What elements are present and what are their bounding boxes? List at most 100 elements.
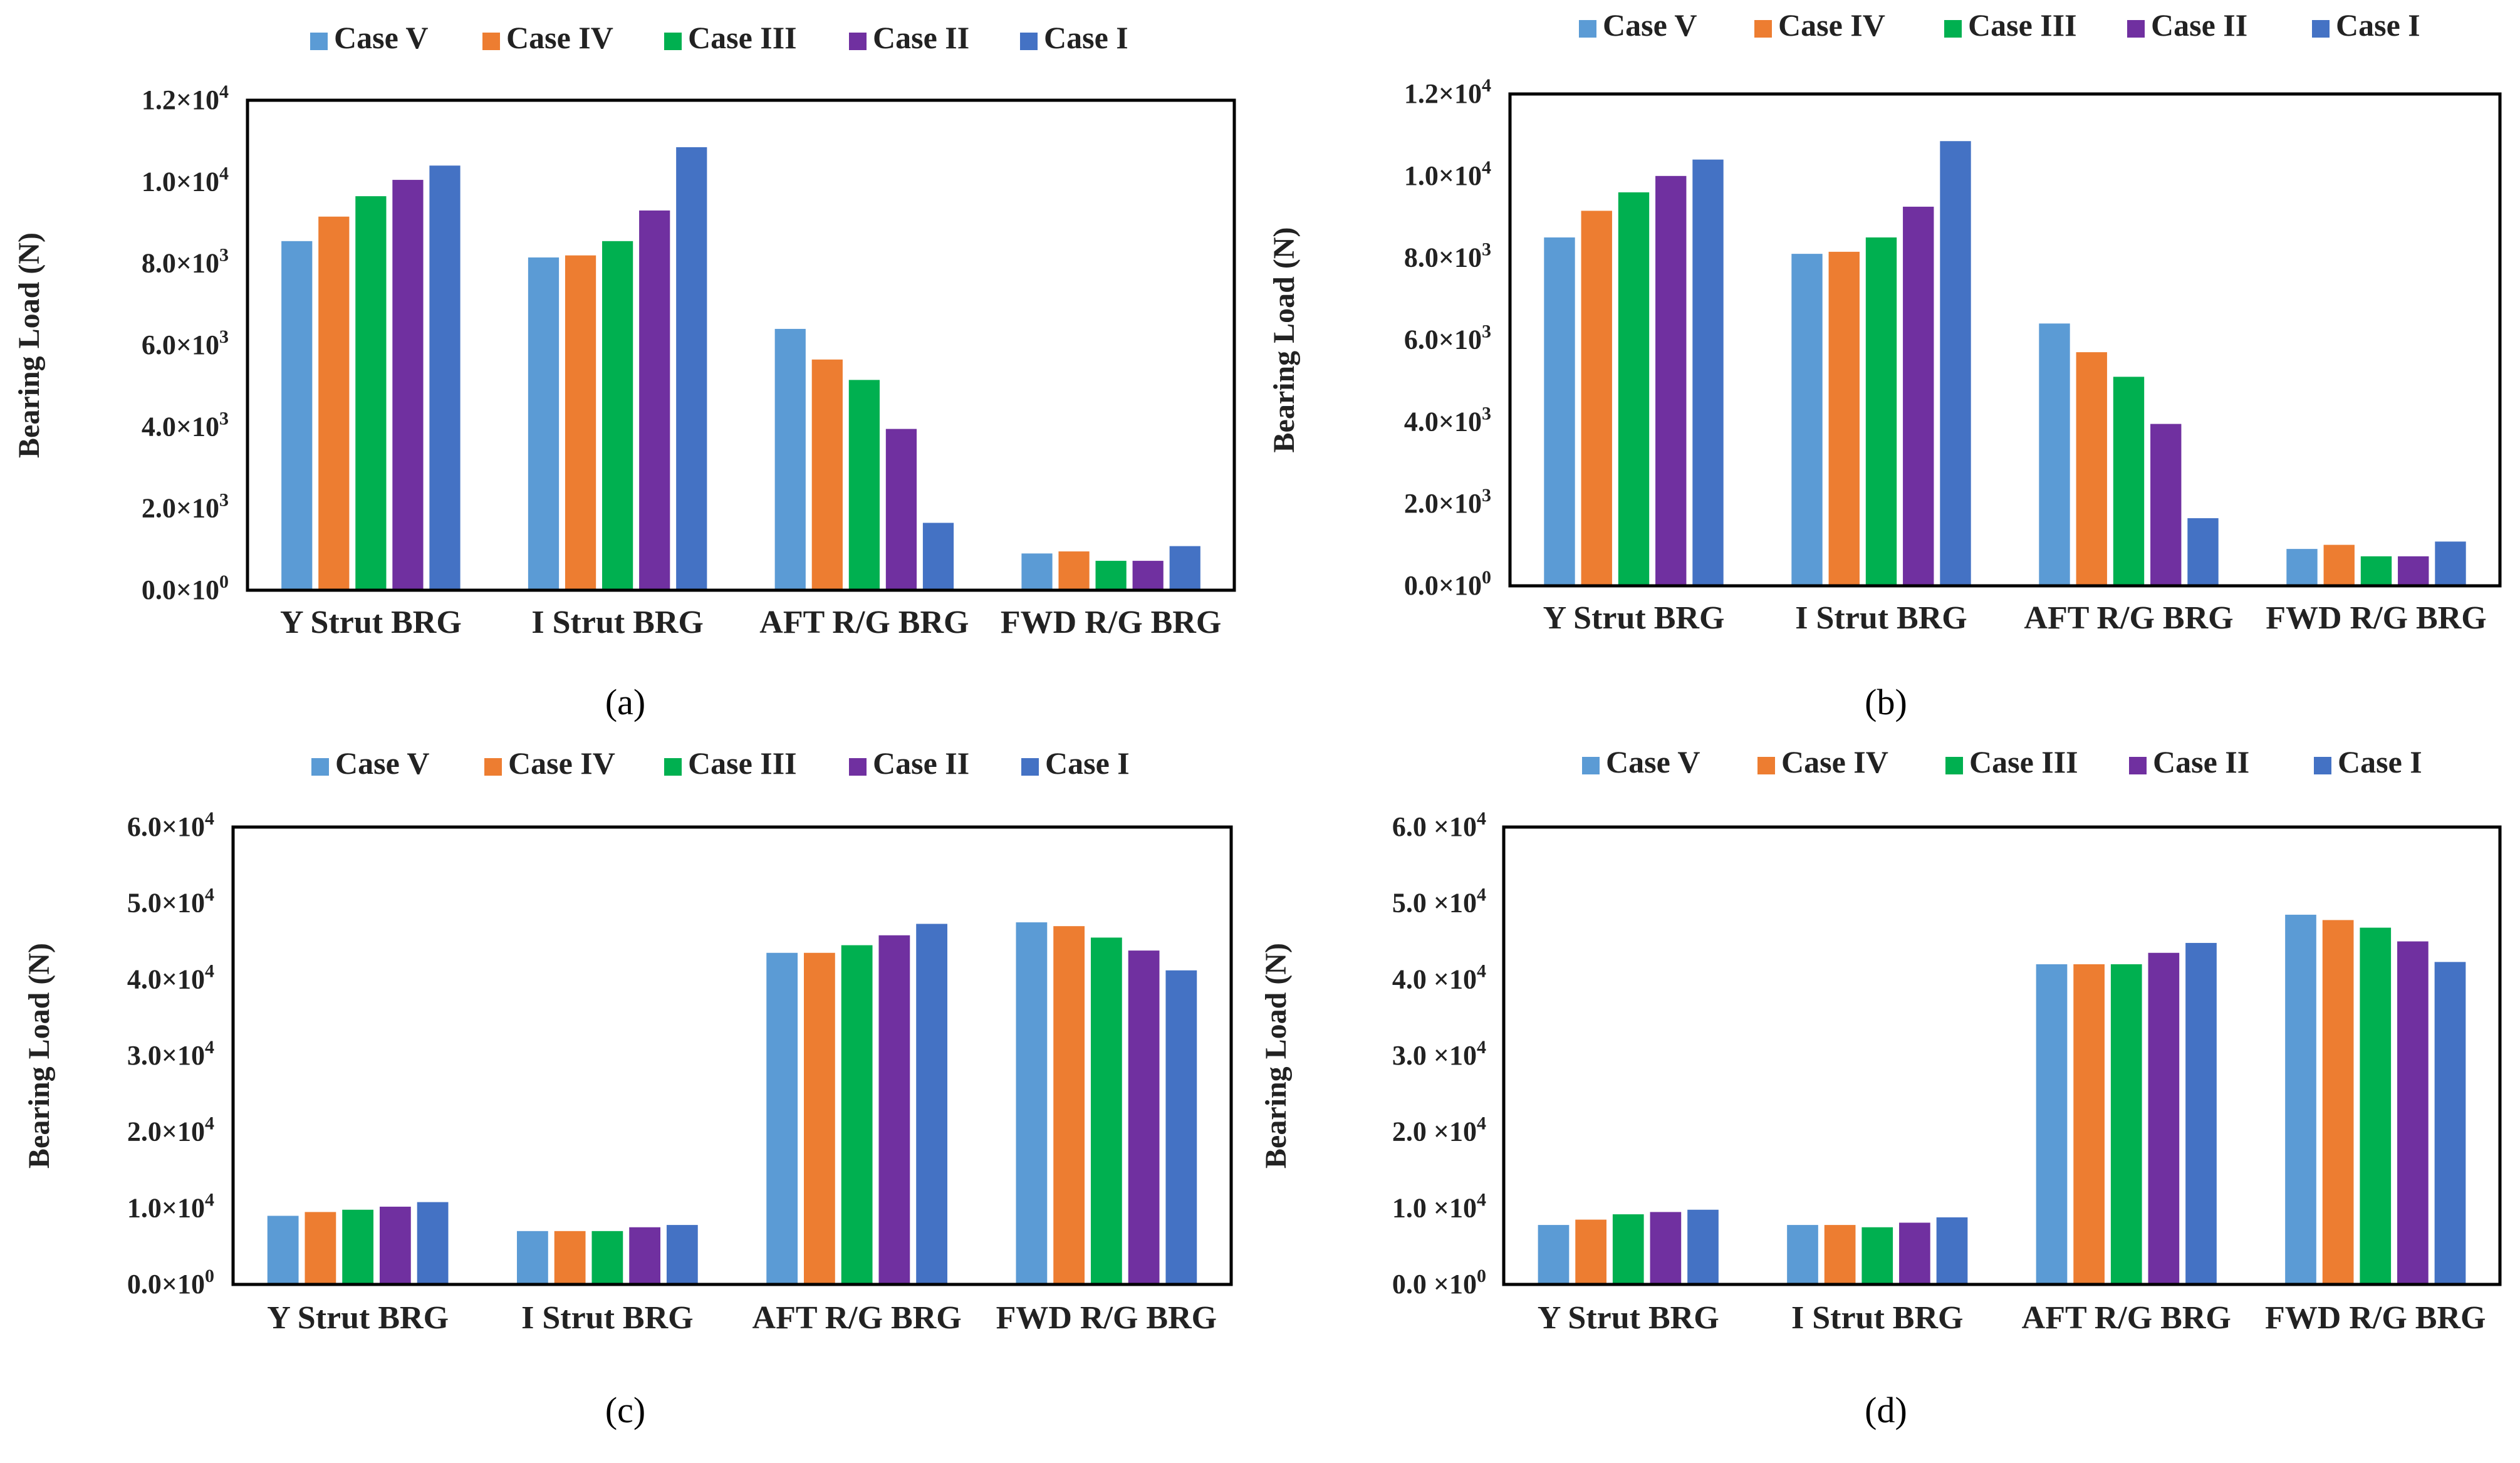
bar: [417, 1202, 449, 1284]
y-axis-title: Bearing Load (N): [1259, 943, 1293, 1169]
bar: [1899, 1222, 1930, 1284]
bar: [1865, 237, 1897, 586]
legend-swatch: [664, 758, 682, 776]
legend-swatch: [1020, 33, 1038, 50]
category-label: AFT R/G BRG: [752, 1300, 962, 1336]
bar: [1687, 1209, 1719, 1284]
legend-label: Case IV: [1781, 744, 1888, 779]
legend-label: Case I: [1044, 20, 1128, 55]
legend-label: Case IV: [1778, 8, 1885, 43]
y-tick-label: 4.0×104: [127, 961, 214, 994]
category-label: I Strut BRG: [521, 1300, 693, 1336]
y-tick-label: 0.0×100: [127, 1266, 214, 1299]
category-label: FWD R/G BRG: [1001, 605, 1221, 640]
panel-label: (c): [605, 1390, 645, 1430]
legend-swatch: [1754, 20, 1772, 38]
y-tick-label: 1.2×104: [142, 81, 229, 115]
chart-panel-d: Case V Case IV Case III Case II Case I 0.0 ×1…: [1259, 744, 2502, 1430]
legend-label: Case II: [2153, 744, 2249, 779]
bar: [676, 147, 707, 591]
y-tick-label: 6.0 ×104: [1392, 808, 1486, 842]
bar: [2285, 914, 2316, 1284]
bar: [1824, 1225, 1856, 1284]
y-tick-label: 4.0 ×104: [1392, 961, 1486, 994]
y-tick-label: 3.0 ×104: [1392, 1037, 1486, 1071]
category-label: Y Strut BRG: [267, 1300, 449, 1336]
panel-label: (a): [605, 682, 645, 722]
legend-label: Case I: [2336, 8, 2420, 43]
plot-area-frame: [231, 825, 1233, 1286]
bar: [774, 328, 806, 590]
legend-swatch: [849, 758, 867, 776]
category-label: AFT R/G BRG: [2022, 1300, 2231, 1336]
bar: [554, 1231, 586, 1284]
plot-area-frame: [246, 98, 1236, 592]
y-axis-title: Bearing Load (N): [23, 943, 56, 1169]
bar: [355, 196, 387, 590]
bar: [342, 1209, 374, 1284]
bar: [305, 1212, 336, 1284]
bar: [318, 216, 350, 591]
legend-swatch: [664, 33, 682, 50]
legend-swatch: [1945, 757, 1963, 774]
category-label: AFT R/G BRG: [759, 605, 969, 640]
bar: [878, 935, 910, 1284]
bar: [639, 210, 670, 590]
y-tick-label: 2.0 ×104: [1392, 1113, 1486, 1147]
bar: [1581, 211, 1612, 586]
bar: [922, 523, 954, 590]
bar: [392, 180, 424, 590]
y-tick-label: 5.0×104: [127, 885, 214, 919]
bar: [1169, 546, 1200, 590]
bar: [517, 1231, 548, 1284]
legend-swatch: [1757, 757, 1775, 774]
bar: [629, 1227, 661, 1284]
bar: [2150, 424, 2182, 586]
bar: [2039, 323, 2070, 586]
legend-swatch: [2127, 20, 2145, 38]
bar: [811, 359, 843, 590]
bar: [2360, 927, 2392, 1284]
bar: [1095, 561, 1127, 590]
legend-swatch: [1021, 758, 1039, 776]
bar: [1612, 1214, 1644, 1284]
category-label: I Strut BRG: [1795, 600, 1967, 636]
bar: [1575, 1219, 1606, 1284]
legend-swatch: [311, 758, 329, 776]
category-label: FWD R/G BRG: [2266, 600, 2486, 636]
bar: [565, 255, 596, 591]
y-tick-label: 4.0×103: [142, 408, 229, 442]
y-axis-title: Bearing Load (N): [1268, 227, 1301, 453]
bar: [2434, 962, 2466, 1284]
bar: [666, 1225, 698, 1284]
legend-label: Case III: [1969, 744, 2078, 779]
panel-label: (b): [1865, 682, 1907, 722]
bar: [2323, 544, 2355, 586]
legend: Case V Case IV Case III Case II Case I: [310, 20, 1128, 55]
y-tick-label: 8.0×103: [1404, 239, 1491, 273]
chart-panel-a: Case V Case IV Case III Case II Case I 0.0×10…: [13, 20, 1236, 722]
legend-swatch: [1944, 20, 1962, 38]
legend-swatch: [2129, 757, 2147, 774]
bar: [1128, 950, 1160, 1284]
bar: [848, 380, 880, 590]
bar: [281, 241, 313, 590]
legend-swatch: [2312, 20, 2330, 38]
bar: [2076, 352, 2107, 586]
bar: [1016, 922, 1048, 1284]
y-tick-label: 6.0×104: [127, 808, 214, 842]
panel-label: (d): [1865, 1390, 1907, 1430]
y-tick-label: 1.2×104: [1404, 75, 1491, 109]
bar: [1538, 1225, 1570, 1284]
bar: [1021, 553, 1053, 590]
bar: [2187, 518, 2219, 586]
bar: [766, 952, 798, 1284]
bar: [2286, 549, 2318, 586]
legend-label: Case II: [2151, 8, 2247, 43]
legend-label: Case I: [1045, 746, 1130, 781]
y-tick-label: 1.0 ×104: [1392, 1189, 1486, 1223]
bar: [1936, 1217, 1968, 1284]
bar: [2398, 556, 2429, 586]
legend-label: Case IV: [506, 20, 613, 55]
